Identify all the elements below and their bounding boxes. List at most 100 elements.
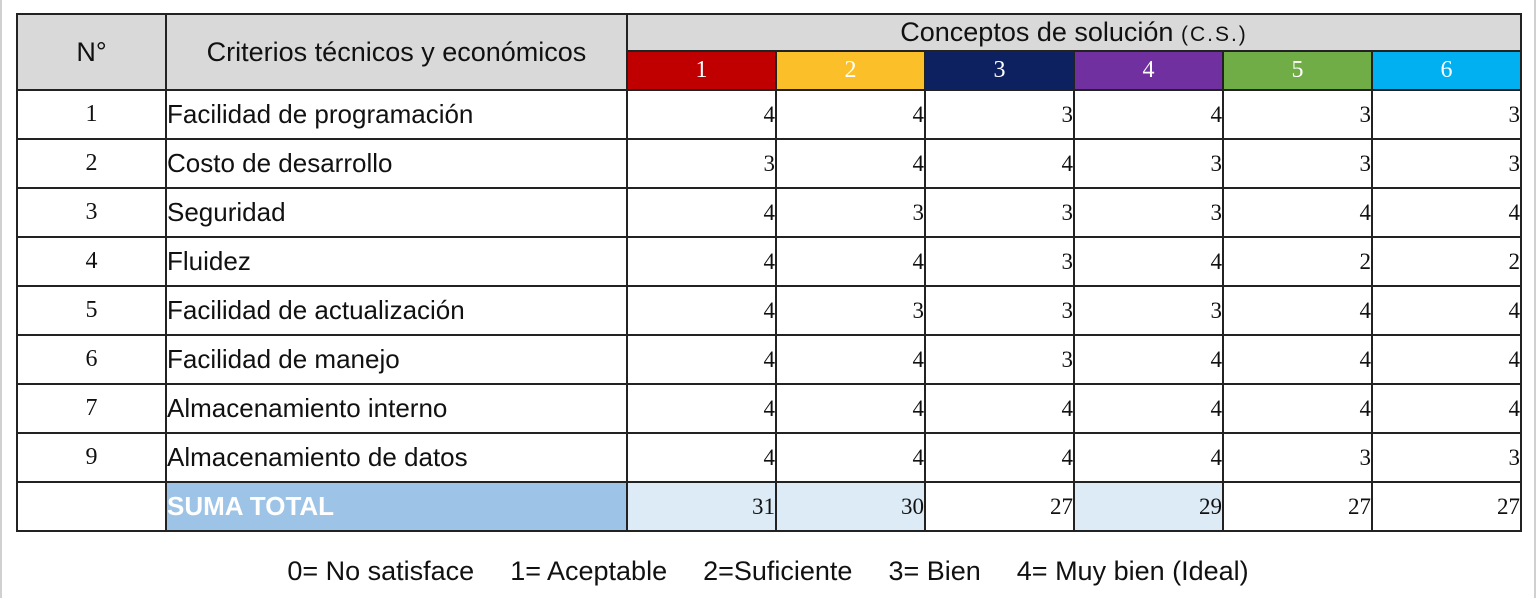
solution-concepts-abbrev: (C.S.) [1180, 23, 1248, 47]
score-cell: 3 [1222, 89, 1373, 140]
concept-header-2: 2 [775, 50, 926, 91]
table-row: 3 Seguridad 4 3 3 3 4 4 [16, 187, 1523, 238]
score-cell: 4 [1222, 383, 1373, 434]
row-number: 4 [16, 236, 167, 287]
score-cell: 3 [924, 334, 1075, 385]
score-cell: 4 [1370, 285, 1523, 336]
totals-label: SUMA TOTAL [165, 481, 628, 532]
score-cell: 4 [626, 187, 777, 238]
score-cell: 4 [1370, 383, 1523, 434]
score-cell: 3 [626, 138, 777, 189]
table-row: 5 Facilidad de actualización 4 3 3 3 4 4 [16, 285, 1523, 336]
score-cell: 4 [1222, 334, 1373, 385]
score-cell: 2 [1370, 236, 1523, 287]
total-cell: 31 [626, 481, 777, 532]
score-cell: 3 [1222, 432, 1373, 483]
legend-item: 0= No satisface [287, 556, 475, 586]
score-cell: 3 [1370, 89, 1523, 140]
table-header: N° Criterios técnicos y económicos Conce… [16, 12, 1523, 91]
page-frame-right [1534, 0, 1536, 598]
concept-header-3: 3 [924, 50, 1075, 91]
score-cell: 4 [1073, 236, 1224, 287]
score-cell: 4 [1222, 285, 1373, 336]
score-cell: 3 [775, 187, 926, 238]
score-cell: 3 [1073, 285, 1224, 336]
score-cell: 4 [626, 89, 777, 140]
page-frame-left [0, 0, 2, 598]
total-cell: 27 [1222, 481, 1373, 532]
score-cell: 4 [775, 236, 926, 287]
score-cell: 3 [924, 89, 1075, 140]
criterion-cell: Costo de desarrollo [165, 138, 628, 189]
row-number: 7 [16, 383, 167, 434]
evaluation-matrix-table: N° Criterios técnicos y económicos Conce… [16, 12, 1523, 532]
score-cell: 3 [924, 187, 1075, 238]
criterion-cell: Facilidad de programación [165, 89, 628, 140]
legend-item: 1= Aceptable [510, 556, 668, 586]
score-cell: 4 [775, 383, 926, 434]
total-cell: 27 [924, 481, 1075, 532]
total-cell: 30 [775, 481, 926, 532]
table-row: 4 Fluidez 4 4 3 4 2 2 [16, 236, 1523, 287]
score-legend: 0= No satisface 1= Aceptable 2=Suficiente 3… [0, 556, 1536, 587]
score-cell: 4 [1370, 187, 1523, 238]
criteria-column-header: Criterios técnicos y económicos [165, 13, 628, 91]
row-number: 6 [16, 334, 167, 385]
criterion-cell: Almacenamiento interno [165, 383, 628, 434]
row-number: 1 [16, 89, 167, 140]
score-cell: 4 [1222, 187, 1373, 238]
score-cell: 4 [1073, 89, 1224, 140]
score-cell: 4 [775, 89, 926, 140]
score-cell: 4 [1073, 334, 1224, 385]
score-cell: 3 [1370, 432, 1523, 483]
score-cell: 4 [626, 383, 777, 434]
concept-header-1: 1 [626, 50, 777, 91]
score-cell: 4 [626, 236, 777, 287]
solution-concepts-title: Conceptos de solución [900, 17, 1174, 48]
totals-row: SUMA TOTAL 31 30 27 29 27 27 [16, 481, 1523, 532]
score-cell: 3 [924, 285, 1075, 336]
criterion-cell: Fluidez [165, 236, 628, 287]
table-row: 9 Almacenamiento de datos 4 4 4 4 3 3 [16, 432, 1523, 483]
concept-header-6: 6 [1370, 50, 1523, 91]
total-cell: 27 [1370, 481, 1523, 532]
score-cell: 3 [924, 236, 1075, 287]
score-cell: 4 [626, 285, 777, 336]
score-cell: 4 [1073, 432, 1224, 483]
criterion-cell: Facilidad de manejo [165, 334, 628, 385]
score-cell: 3 [1370, 138, 1523, 189]
row-number: 3 [16, 187, 167, 238]
totals-blank-cell [16, 481, 167, 532]
score-cell: 4 [1073, 383, 1224, 434]
legend-item: 2=Suficiente [703, 556, 853, 586]
table-row: 6 Facilidad de manejo 4 4 3 4 4 4 [16, 334, 1523, 385]
row-number: 2 [16, 138, 167, 189]
concept-header-5: 5 [1222, 50, 1373, 91]
criterion-cell: Seguridad [165, 187, 628, 238]
criterion-cell: Almacenamiento de datos [165, 432, 628, 483]
score-cell: 3 [775, 285, 926, 336]
score-cell: 4 [1370, 334, 1523, 385]
table-body: 1 Facilidad de programación 4 4 3 4 3 3 2 Costo d… [16, 89, 1523, 532]
score-cell: 3 [1073, 187, 1224, 238]
row-number: 9 [16, 432, 167, 483]
score-cell: 3 [1073, 138, 1224, 189]
score-cell: 4 [924, 383, 1075, 434]
table-row: 7 Almacenamiento interno 4 4 4 4 4 4 [16, 383, 1523, 434]
score-cell: 4 [924, 432, 1075, 483]
criterion-cell: Facilidad de actualización [165, 285, 628, 336]
score-cell: 2 [1222, 236, 1373, 287]
concept-header-4: 4 [1073, 50, 1224, 91]
score-cell: 4 [775, 138, 926, 189]
score-cell: 4 [626, 432, 777, 483]
table-row: 2 Costo de desarrollo 3 4 4 3 3 3 [16, 138, 1523, 189]
score-cell: 4 [775, 432, 926, 483]
score-cell: 4 [626, 334, 777, 385]
score-cell: 3 [1222, 138, 1373, 189]
solution-concepts-header: Conceptos de solución (C.S.) [625, 12, 1523, 53]
row-number: 5 [16, 285, 167, 336]
table-row: 1 Facilidad de programación 4 4 3 4 3 3 [16, 89, 1523, 140]
legend-item: 4= Muy bien (Ideal) [1016, 556, 1249, 586]
legend-item: 3= Bien [888, 556, 981, 586]
